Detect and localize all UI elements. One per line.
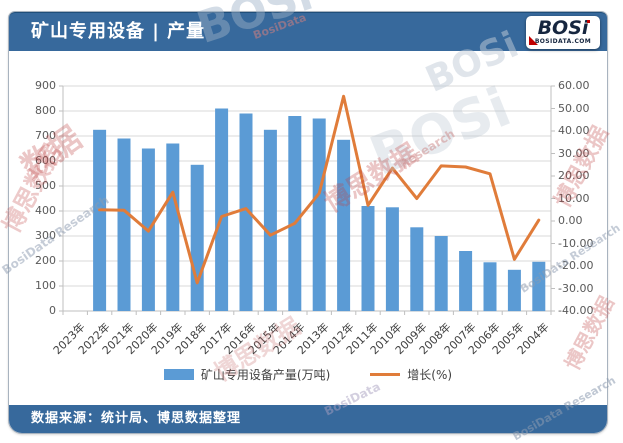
right-axis-label-20: 20.00 (558, 169, 590, 182)
right-axis-label-30: 30.00 (558, 146, 590, 160)
legend-item-production: 矿山专用设备产量(万吨) (163, 366, 331, 383)
bar-2016年 (239, 113, 253, 311)
legend: 矿山专用设备产量(万吨) 增长(%) (9, 364, 607, 384)
bar-2005年 (507, 269, 521, 312)
legend-line-swatch-icon (370, 372, 401, 376)
bar-2006年 (483, 262, 497, 312)
right-axis-label-40: 40.00 (558, 124, 590, 137)
right-axis-label-60: 60.00 (558, 79, 590, 92)
bosi-logo-text: BOSi (537, 17, 589, 39)
source-bar: 数据来源：统计局、博思数据整理 (9, 405, 607, 433)
bar-2007年 (459, 251, 473, 311)
bar-2021年 (117, 138, 131, 311)
page-title: 矿山专用设备 | 产量 (31, 21, 206, 42)
right-axis-label--40: -40.00 (558, 304, 594, 317)
left-axis-label-500: 500 (35, 179, 56, 192)
header-bar: 矿山专用设备 | 产量 BOSi BOSIDATA.COM (9, 12, 607, 51)
left-axis-label-400: 400 (35, 204, 56, 217)
bar-2022年 (93, 129, 107, 312)
report-card: 矿山专用设备 | 产量 BOSi BOSIDATA.COM 0 100 200 300… (8, 11, 608, 434)
bar-2004年 (532, 261, 546, 312)
right-axis-label--10: -10.00 (558, 236, 594, 250)
right-axis-label-50: 50.00 (558, 101, 590, 115)
bar-2015年 (263, 129, 277, 312)
chart-canvas (59, 85, 555, 315)
growth-line (98, 94, 541, 285)
left-axis-label-800: 800 (35, 104, 56, 117)
bar-2009年 (410, 227, 424, 312)
legend-line-label: 增长(%) (407, 367, 453, 382)
left-axis-label-100: 100 (35, 279, 56, 292)
left-axis-label-200: 200 (35, 254, 56, 267)
legend-bar-swatch-icon (163, 368, 194, 380)
legend-bar-label: 矿山专用设备产量(万吨) (200, 367, 331, 382)
bar-2010年 (385, 207, 399, 312)
right-axis-label--30: -30.00 (558, 281, 594, 295)
source-text: 数据来源：统计局、博思数据整理 (31, 411, 242, 426)
bar-2013年 (312, 118, 326, 311)
left-axis-label-0: 0 (49, 304, 56, 317)
left-axis-label-600: 600 (35, 154, 56, 167)
left-axis-label-900: 900 (35, 79, 56, 92)
bar-2012年 (337, 139, 351, 312)
bar-2019年 (166, 143, 180, 311)
right-axis-label--20: -20.00 (558, 259, 594, 272)
bar-2017年 (215, 108, 229, 311)
bar-2014年 (288, 116, 302, 311)
left-axis-label-700: 700 (35, 129, 56, 142)
legend-item-growth: 增长(%) (370, 366, 452, 383)
bar-2008年 (434, 236, 448, 311)
bosi-logo-domain: BOSIDATA.COM (534, 38, 592, 45)
bar-2018年 (190, 164, 204, 312)
right-axis-label-10: 10.00 (558, 191, 590, 205)
right-axis-label-0: 0.00 (558, 214, 583, 227)
logo-red-triangle-icon (529, 36, 538, 45)
bosi-logo: BOSi BOSIDATA.COM (526, 16, 600, 49)
left-axis-label-300: 300 (35, 229, 56, 242)
chart-plot-area: 0 100 200 300 400 500 600 700 800 900 -40.00 -30.00… (9, 50, 605, 362)
bar-2011年 (361, 206, 375, 311)
